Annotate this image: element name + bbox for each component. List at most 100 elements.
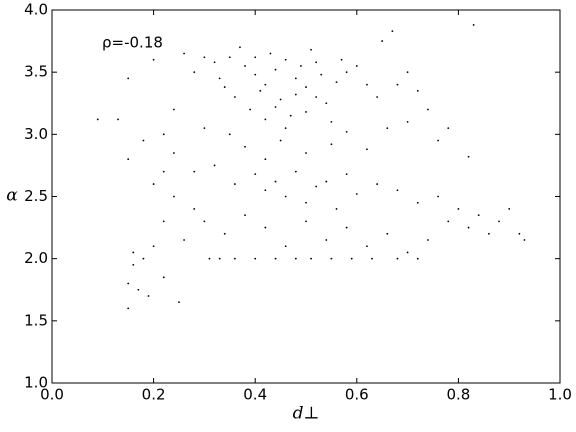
point — [96, 118, 99, 121]
point — [173, 195, 175, 198]
point — [264, 189, 267, 192]
point — [315, 96, 318, 98]
point — [127, 77, 130, 80]
point — [310, 257, 312, 260]
point — [487, 232, 490, 235]
point — [305, 220, 307, 223]
x-tick-label: 0.4 — [243, 386, 267, 404]
point — [406, 251, 409, 254]
point — [345, 71, 348, 74]
point — [203, 127, 206, 130]
point — [239, 46, 241, 49]
plot-frame — [51, 9, 561, 384]
point — [254, 173, 257, 176]
point — [381, 40, 384, 42]
point — [355, 193, 358, 195]
point — [325, 102, 328, 105]
point — [305, 111, 307, 113]
point — [340, 58, 343, 61]
point — [279, 139, 282, 142]
point — [213, 61, 216, 64]
point — [371, 257, 373, 260]
point — [233, 183, 236, 185]
point — [274, 180, 277, 183]
point — [284, 127, 287, 130]
point — [305, 86, 307, 88]
point — [152, 183, 155, 185]
y-tick-label: 4.0 — [24, 1, 48, 19]
point — [447, 220, 450, 223]
point — [162, 220, 165, 223]
point — [437, 139, 439, 142]
point — [142, 257, 145, 260]
point — [427, 108, 429, 111]
point — [498, 220, 500, 223]
point — [244, 145, 246, 148]
point — [300, 65, 302, 67]
point — [508, 208, 511, 210]
point — [244, 214, 246, 217]
x-axis-label: d⊥ — [293, 404, 320, 424]
point — [294, 93, 297, 96]
point — [279, 98, 282, 101]
point — [203, 56, 206, 59]
point — [330, 257, 333, 260]
point — [254, 257, 257, 260]
y-tick-label: 2.0 — [24, 249, 48, 267]
y-axis-label: α — [6, 186, 18, 206]
point — [366, 245, 368, 248]
y-tick-label: 2.5 — [24, 187, 48, 205]
point — [132, 251, 135, 254]
point — [406, 121, 409, 123]
point — [218, 257, 221, 260]
point — [233, 96, 236, 98]
point — [305, 201, 307, 204]
point — [208, 257, 211, 260]
point — [264, 226, 267, 229]
point — [178, 301, 180, 304]
point — [335, 208, 338, 210]
x-tick-label: 0.8 — [446, 386, 470, 404]
point — [315, 185, 318, 188]
point — [218, 77, 221, 80]
point — [142, 139, 145, 142]
point — [457, 208, 460, 210]
annotation: ρ=-0.18 — [102, 34, 163, 52]
point — [274, 257, 277, 260]
point — [183, 52, 185, 55]
point — [249, 108, 252, 111]
point — [345, 173, 348, 176]
point — [173, 108, 175, 111]
point — [152, 58, 155, 61]
point — [259, 89, 262, 92]
point — [183, 239, 185, 241]
point — [264, 83, 267, 86]
point — [467, 155, 470, 158]
point — [416, 89, 419, 92]
point — [294, 257, 297, 260]
point — [325, 180, 328, 183]
point — [162, 133, 165, 136]
point — [325, 239, 328, 241]
point — [345, 226, 348, 229]
point — [376, 96, 379, 98]
y-tick-label: 3.0 — [24, 125, 48, 143]
point — [203, 220, 206, 223]
point — [315, 61, 318, 64]
point — [228, 133, 231, 136]
point — [127, 307, 130, 310]
point — [132, 263, 135, 266]
point — [193, 208, 196, 210]
point — [264, 118, 267, 121]
point — [244, 65, 246, 67]
point — [396, 257, 399, 260]
point — [396, 189, 399, 192]
point — [254, 73, 257, 76]
point — [269, 52, 272, 55]
point — [233, 257, 236, 260]
point — [223, 232, 226, 235]
point — [127, 158, 130, 161]
point — [416, 201, 419, 204]
